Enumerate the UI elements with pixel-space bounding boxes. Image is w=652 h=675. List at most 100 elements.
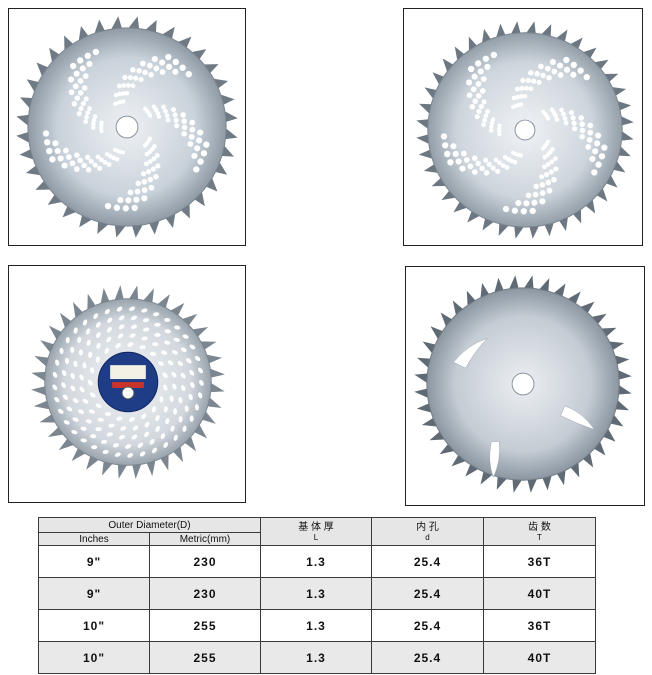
blade-hole (96, 342, 101, 349)
blade-hole (68, 89, 75, 96)
blade-hole (444, 150, 451, 158)
blade-hole (578, 115, 584, 121)
blade-hole (481, 99, 487, 105)
blade-hole (112, 147, 118, 152)
blade-hole (534, 70, 540, 77)
blade-hole (577, 67, 584, 74)
blade-hole (523, 85, 529, 91)
blade-hole (104, 308, 110, 315)
blade-hole (153, 173, 159, 180)
blade-hole (186, 358, 192, 364)
blade-hole (147, 176, 154, 183)
blade-hole (144, 161, 149, 167)
blade-hole (552, 156, 558, 161)
table-row: 9" 230 1.3 25.4 40T (38, 577, 596, 610)
blade-hole (141, 336, 148, 341)
blade-hole (504, 165, 510, 171)
cell-bore: 25.4 (371, 577, 484, 610)
product-photo-blade-4 (405, 266, 645, 506)
blade-hole (82, 319, 88, 326)
blade-hole (171, 371, 177, 378)
blade-hole (63, 420, 70, 425)
blade-hole (182, 425, 187, 432)
blade-hole (471, 73, 478, 80)
blade-hole (495, 168, 501, 174)
blade-hole (125, 444, 132, 449)
blade-hole (196, 137, 203, 144)
blade-hole (136, 68, 142, 74)
blade-hole (127, 74, 133, 81)
teeth-header-symbol: T (537, 532, 542, 542)
cell-teeth: 36T (483, 609, 596, 642)
blade-hole (97, 165, 103, 171)
teeth-header-label: 齿 数 (528, 521, 551, 533)
blade-hole (474, 114, 480, 120)
blade-hole (91, 445, 98, 450)
blade-hole (72, 83, 79, 90)
blade-hole (523, 200, 530, 207)
blade-hole (461, 150, 467, 157)
blade-hole (568, 110, 575, 116)
blade-hole (467, 65, 475, 73)
blade-hole (68, 76, 75, 83)
blade-hole (164, 113, 170, 118)
blade-hole (165, 418, 170, 425)
inches-header: Inches (38, 532, 150, 546)
blade-hole (537, 63, 544, 70)
blade-hole (570, 115, 576, 121)
blade-hole (470, 86, 477, 93)
cell-metric: 255 (149, 641, 261, 674)
blade-hole (52, 371, 58, 378)
blade-hole (99, 126, 104, 131)
blade-hole (531, 199, 538, 206)
blade-hole (131, 204, 138, 212)
blade-hole (559, 107, 564, 113)
blade-hole (452, 150, 459, 158)
blade-hole (52, 140, 59, 147)
blade-hole (143, 327, 150, 332)
blade-hole (77, 78, 84, 84)
blade-hole (92, 114, 98, 119)
blade-hole (203, 141, 210, 148)
blade-hole (165, 53, 172, 61)
blade-hole (138, 76, 144, 83)
blade-hole (471, 169, 478, 175)
blade-hole (92, 48, 100, 56)
blade-hole (129, 306, 136, 312)
blade-hole (73, 360, 78, 368)
blade-hole (194, 145, 201, 152)
blade-hole (93, 313, 99, 319)
cell-metric: 230 (149, 545, 261, 578)
blade-hole (488, 128, 494, 133)
blade-hole (583, 73, 590, 81)
blade-hole (153, 65, 160, 72)
blade-hole (106, 432, 113, 437)
blade-hole (74, 152, 80, 158)
blade-hole (112, 443, 119, 448)
blade-hole (490, 117, 496, 122)
blade-hole (194, 355, 201, 361)
blade-hole (95, 427, 102, 432)
blade-hole (585, 144, 592, 150)
blade-hole (140, 171, 147, 177)
blade-hole (544, 65, 551, 72)
blade-hole (71, 101, 78, 107)
blade-hole (90, 434, 97, 439)
blade-hole (587, 129, 594, 136)
blade-hole (592, 148, 599, 155)
blade-hole (152, 312, 160, 317)
blade-hole (173, 337, 180, 342)
blade-hole (189, 119, 196, 126)
blade-hole (78, 409, 85, 414)
blade-hole (146, 169, 152, 175)
blade-hole (135, 180, 141, 187)
cell-inches: 10" (38, 609, 150, 642)
blade-hole (106, 162, 112, 168)
blade-hole (459, 165, 466, 172)
blade-hole (589, 155, 596, 163)
blade-hole (160, 433, 166, 440)
blade-hole (64, 357, 70, 365)
blade-hole (197, 129, 204, 136)
blade-hole (116, 416, 123, 421)
cell-thickness: 1.3 (260, 609, 372, 642)
